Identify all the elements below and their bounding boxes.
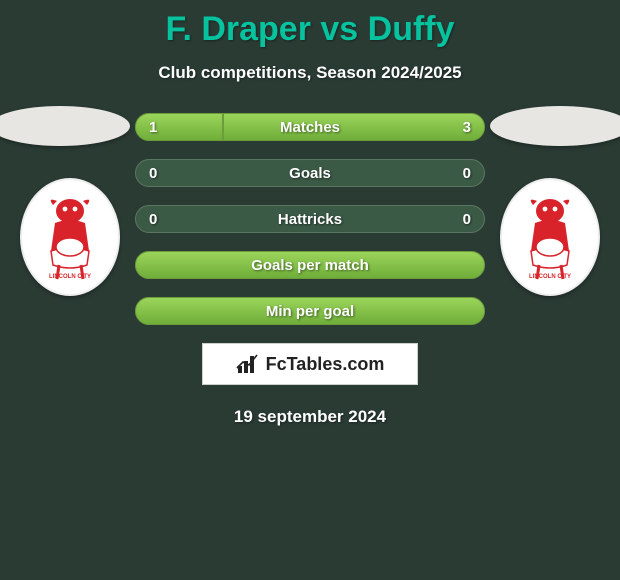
stat-row: Goals per match — [135, 251, 485, 279]
branding-text: FcTables.com — [266, 354, 385, 375]
stat-row: Min per goal — [135, 297, 485, 325]
page-title: F. Draper vs Duffy — [0, 0, 620, 49]
bar-chart-icon — [236, 353, 260, 375]
branding-box: FcTables.com — [202, 343, 418, 385]
stat-row: 00Goals — [135, 159, 485, 187]
stat-label: Goals per match — [135, 251, 485, 279]
stat-row: 13Matches — [135, 113, 485, 141]
stat-label: Hattricks — [135, 205, 485, 233]
stat-label: Min per goal — [135, 297, 485, 325]
stat-label: Matches — [135, 113, 485, 141]
stats-content: 13Matches 00Goals 00Hattricks Goals per mat… — [0, 113, 620, 427]
subtitle: Club competitions, Season 2024/2025 — [0, 63, 620, 83]
date-text: 19 september 2024 — [0, 407, 620, 427]
stat-row: 00Hattricks — [135, 205, 485, 233]
stats-bars: 13Matches 00Goals 00Hattricks Goals per mat… — [135, 113, 485, 325]
stat-label: Goals — [135, 159, 485, 187]
